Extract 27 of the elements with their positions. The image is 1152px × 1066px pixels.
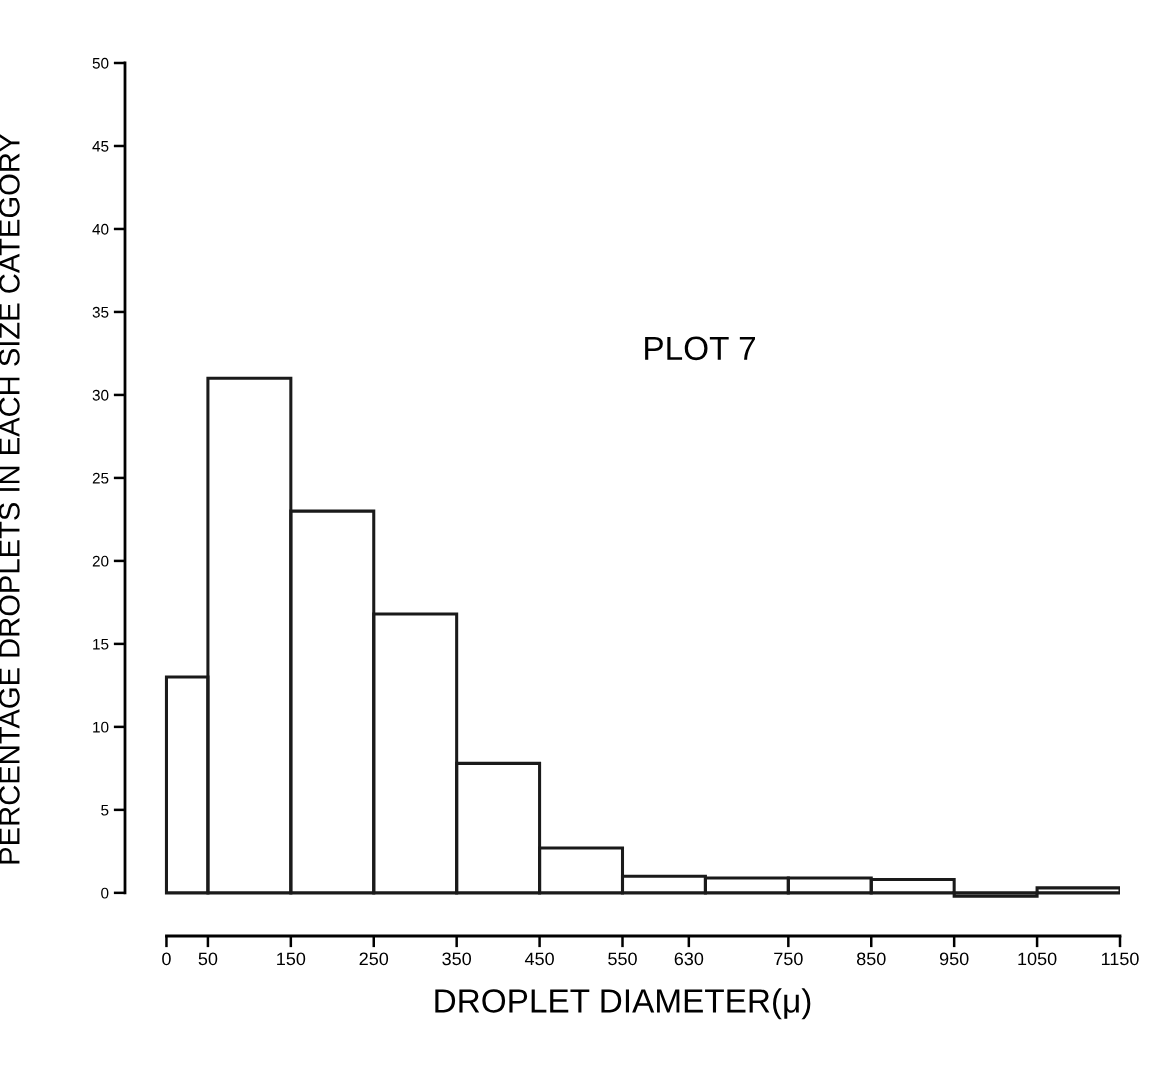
y-tick-label: 25 [92,472,109,484]
x-tick-label: 250 [359,952,389,966]
annotation: PLOT 7 [645,336,755,361]
x-axis-title: DROPLET DIAMETER(μ) [435,988,811,1020]
x-tick-label: 850 [856,952,886,966]
y-tick-label: 35 [92,306,109,318]
x-tick-label: 450 [524,952,554,966]
y-tick-label: 45 [92,141,109,152]
x-tick-label: 750 [774,952,803,966]
y-axis-title: PERCENTAGE DROPLETS IN EACH SIZE CATEGORY [0,133,20,864]
x-tick-label: 0 [162,952,171,966]
x-tick-label: 1050 [1018,952,1057,966]
y-tick-label: 50 [92,57,109,69]
x-tick-label: 350 [442,952,472,966]
y-tick-label: 20 [92,555,109,567]
x-tick-label: 550 [608,952,637,966]
y-tick-label: 10 [93,721,109,733]
x-tick-label: 50 [198,952,218,966]
y-tick-label: 5 [101,804,109,816]
x-tick-label: 1150 [1101,952,1139,966]
x-tick-label: 150 [277,952,306,966]
y-tick-label: 40 [92,223,109,235]
y-tick-label: 30 [92,389,109,401]
x-tick-label: 630 [674,952,704,966]
y-tick-label: 0 [101,887,109,899]
x-tick-label: 950 [939,952,969,966]
y-tick-label: 15 [93,638,109,650]
